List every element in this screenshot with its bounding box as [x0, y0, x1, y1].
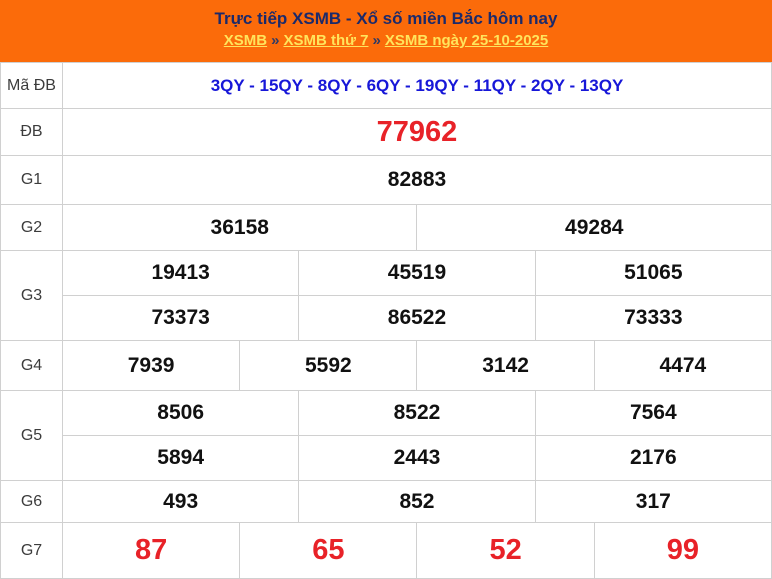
prize-value-g2-1: 36158 [61, 204, 418, 251]
row-db: ĐB 77962 [0, 108, 772, 156]
prize-label-g4: G4 [0, 340, 63, 391]
prize-value-g7-1: 87 [61, 522, 241, 579]
row-ma-db: Mã ĐB 3QY - 15QY - 8QY - 6QY - 19QY - 11… [0, 62, 772, 109]
prize-value-g6-2: 852 [298, 480, 536, 523]
row-g6: G6 493 852 317 [0, 480, 772, 523]
breadcrumb-separator: » [372, 32, 381, 49]
prize-value-g5-1: 8506 [61, 390, 300, 436]
prize-value-g5-3: 7564 [534, 390, 772, 436]
row-g4: G4 7939 5592 3142 4474 [0, 340, 772, 391]
prize-value-g4-3: 3142 [416, 340, 595, 391]
prize-value-g3-1: 19413 [61, 250, 300, 296]
breadcrumb-separator: » [271, 32, 280, 49]
results-table: Mã ĐB 3QY - 15QY - 8QY - 6QY - 19QY - 11… [0, 62, 772, 579]
prize-value-g7-2: 65 [239, 522, 418, 579]
prize-label-ma-db: Mã ĐB [0, 62, 63, 109]
breadcrumb-link-xsmb[interactable]: XSMB [223, 32, 268, 49]
prize-label-g2: G2 [0, 204, 63, 251]
row-g7: G7 87 65 52 99 [0, 522, 772, 579]
prize-value-g4-2: 5592 [239, 340, 418, 391]
row-g3-2: 73373 86522 73333 [1, 295, 772, 341]
prize-value-g3-3: 51065 [534, 250, 772, 296]
prize-label-g1: G1 [0, 155, 63, 205]
row-g2: G2 36158 49284 [0, 204, 772, 251]
prize-value-g6-1: 493 [61, 480, 300, 523]
row-g3-1: G3 19413 45519 51065 [0, 250, 772, 341]
prize-value-db: 77962 [62, 108, 772, 156]
prize-label-g6: G6 [0, 480, 63, 523]
prize-value-g5-5: 2443 [298, 435, 536, 481]
row-g5-2: 5894 2443 2176 [1, 435, 772, 481]
prize-value-g3-6: 73333 [534, 295, 772, 341]
prize-value-g3-2: 45519 [298, 250, 536, 296]
breadcrumb-link-xsmb-thu-7[interactable]: XSMB thứ 7 [283, 32, 369, 49]
prize-label-g5: G5 [0, 390, 63, 481]
page-header: Trực tiếp XSMB - Xổ số miền Bắc hôm nay … [0, 0, 772, 62]
prize-label-g3: G3 [0, 250, 63, 341]
prize-value-g7-3: 52 [416, 522, 595, 579]
special-codes: 3QY - 15QY - 8QY - 6QY - 19QY - 11QY - 2… [62, 62, 772, 109]
prize-label-db: ĐB [0, 108, 63, 156]
prize-value-g3-4: 73373 [61, 295, 300, 341]
prize-value-g1: 82883 [62, 155, 772, 205]
prize-value-g6-3: 317 [534, 480, 772, 523]
row-g1: G1 82883 [0, 155, 772, 205]
prize-value-g7-4: 99 [593, 522, 772, 579]
row-g5-1: G5 8506 8522 7564 [0, 390, 772, 481]
prize-value-g2-2: 49284 [416, 204, 772, 251]
breadcrumb: XSMB» XSMB thứ 7» XSMB ngày 25-10-2025 [0, 30, 772, 52]
prize-label-g7: G7 [0, 522, 63, 579]
prize-value-g3-5: 86522 [298, 295, 536, 341]
page-title: Trực tiếp XSMB - Xổ số miền Bắc hôm nay [214, 9, 558, 28]
prize-value-g5-6: 2176 [534, 435, 772, 481]
prize-value-g5-4: 5894 [61, 435, 300, 481]
prize-value-g4-4: 4474 [593, 340, 772, 391]
prize-value-g4-1: 7939 [61, 340, 241, 391]
breadcrumb-link-xsmb-ngay[interactable]: XSMB ngày 25-10-2025 [384, 32, 549, 49]
prize-value-g5-2: 8522 [298, 390, 536, 436]
